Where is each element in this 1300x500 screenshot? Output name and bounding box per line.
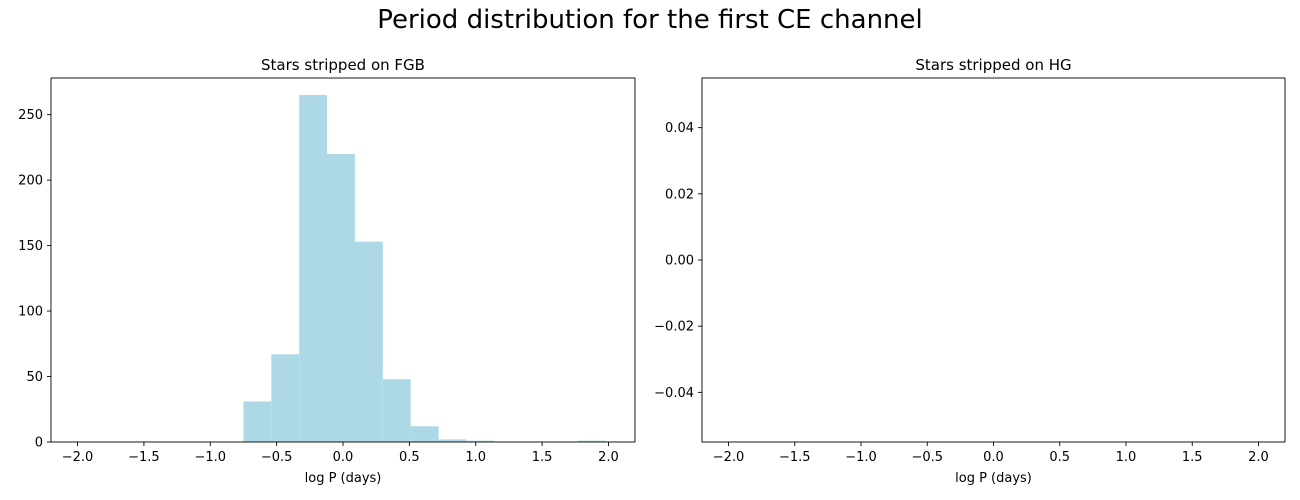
y-tick-label: 150 (18, 239, 43, 254)
histogram-bar (577, 440, 606, 442)
x-tick-label: −0.5 (261, 450, 293, 465)
histogram-bar (243, 401, 272, 442)
subplot-2: −2.0 −1.5 −1.0 −0.5 0.0 0.5 1.0 1.5 2.0 −0.04 −0.0… (654, 56, 1286, 486)
x-tick-label: 2.0 (1248, 450, 1269, 465)
histogram-bar (354, 241, 383, 442)
x-tick-label: −1.5 (128, 450, 160, 465)
subplot-title: Stars stripped on HG (915, 56, 1071, 74)
x-axis-label: log P (days) (305, 471, 382, 486)
histogram-bar (271, 354, 300, 442)
x-tick-label: 2.0 (598, 450, 619, 465)
histogram-bar (327, 153, 355, 442)
x-tick-label: 0.0 (983, 450, 1004, 465)
histogram-bar (466, 440, 495, 442)
y-tick-label: 100 (18, 305, 43, 320)
x-tick-label: −0.5 (911, 450, 943, 465)
y-tick-label: 0.04 (665, 121, 694, 136)
subplot-1: −2.0 −1.5 −1.0 −0.5 0.0 0.5 1.0 1.5 2.0 0 50 100 150… (18, 56, 636, 486)
y-tick-label: 200 (18, 174, 43, 189)
y-tick-label: 0.02 (665, 187, 694, 202)
x-tick-label: −2.0 (713, 450, 745, 465)
x-tick-label: 1.5 (532, 450, 553, 465)
y-tick-label: −0.04 (654, 386, 694, 401)
y-tick-label: 0 (35, 436, 43, 451)
x-tick-label: −1.5 (779, 450, 811, 465)
y-tick-label: −0.02 (654, 320, 694, 335)
y-tick-label: 250 (18, 108, 43, 123)
subplot-title: Stars stripped on FGB (261, 56, 425, 74)
y-tick-label: 0.00 (665, 254, 694, 269)
plot-frame (701, 77, 1286, 443)
x-tick-label: −2.0 (62, 450, 94, 465)
x-tick-label: −1.0 (845, 450, 877, 465)
x-tick-label: 0.5 (399, 450, 420, 465)
x-axis-label: log P (days) (955, 471, 1032, 486)
histogram-bar (410, 426, 439, 442)
y-tick-label: 50 (26, 370, 43, 385)
histogram-bar (382, 379, 411, 442)
x-tick-label: 1.0 (465, 450, 486, 465)
figure-title: Period distribution for the first CE cha… (377, 5, 923, 35)
x-tick-label: 0.5 (1049, 450, 1070, 465)
x-tick-label: 1.0 (1116, 450, 1137, 465)
x-tick-label: −1.0 (194, 450, 226, 465)
histogram-bar (438, 439, 467, 442)
x-tick-label: 0.0 (333, 450, 354, 465)
x-tick-label: 1.5 (1182, 450, 1203, 465)
histogram-bar (299, 95, 328, 443)
